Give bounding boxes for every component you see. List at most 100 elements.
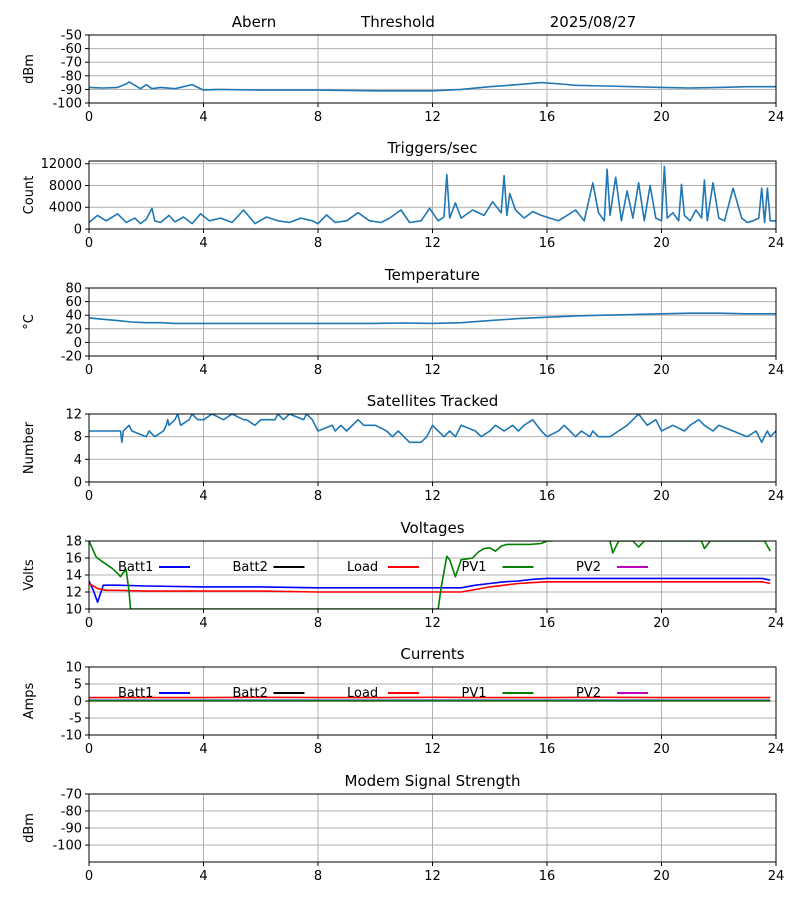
x-tick-label: 12 xyxy=(424,869,441,884)
y-tick-label: 80 xyxy=(65,282,82,297)
x-tick-label: 12 xyxy=(424,742,441,757)
x-tick-label: 4 xyxy=(199,363,207,378)
y-tick-label: -100 xyxy=(52,97,82,112)
y-tick-label: -70 xyxy=(61,788,82,803)
x-tick-label: 8 xyxy=(314,236,322,251)
y-tick-label: -20 xyxy=(61,350,82,365)
series-group xyxy=(89,414,776,444)
x-tick-label: 16 xyxy=(539,363,556,378)
x-tick-label: 4 xyxy=(199,236,207,251)
y-tick-label: 10 xyxy=(65,661,82,676)
y-tick-label: -80 xyxy=(61,805,82,820)
x-tick-label: 20 xyxy=(653,489,670,504)
header-station: Abern xyxy=(232,13,276,31)
series-line-pv1b xyxy=(609,541,771,554)
header: Abern Threshold 2025/08/27 xyxy=(232,13,636,31)
series-line-pv1 xyxy=(89,541,553,609)
series-group xyxy=(89,696,771,702)
y-tick-label: 0 xyxy=(74,223,82,238)
chart-panel-2: 0 4 8 12 16 20 24 0 4000 8000 12000 Triggers/sec Cou… xyxy=(22,139,784,251)
x-tick-label: 4 xyxy=(199,869,207,884)
y-axis-label: dBm xyxy=(22,813,37,843)
x-tick-label: 16 xyxy=(539,742,556,757)
y-tick-label: -80 xyxy=(61,69,82,84)
y-tick-label: 40 xyxy=(65,309,82,324)
chart-panel-5: 0 4 8 12 16 20 24 10 12 14 16 18 Voltages Volts xyxy=(22,519,784,631)
series-group xyxy=(89,81,776,92)
chart-title: Currents xyxy=(400,645,464,663)
x-tick-label: 4 xyxy=(199,742,207,757)
x-tick-label: 24 xyxy=(768,363,785,378)
x-tick-label: 0 xyxy=(85,489,93,504)
legend-label-batt1: Batt1 xyxy=(118,686,153,701)
legend-voltages: Batt1 Batt2 Load PV1 PV2 xyxy=(118,560,648,575)
x-tick-label: 20 xyxy=(653,363,670,378)
y-tick-label: 4 xyxy=(74,453,82,468)
y-tick-label: 0 xyxy=(74,476,82,491)
x-tick-label: 8 xyxy=(314,363,322,378)
x-tick-label: 4 xyxy=(199,489,207,504)
x-tick-label: 20 xyxy=(653,616,670,631)
series-line-1 xyxy=(89,165,776,225)
y-tick-label: -70 xyxy=(61,56,82,71)
y-tick-label: 8 xyxy=(74,430,82,445)
x-tick-label: 16 xyxy=(539,616,556,631)
y-axis-label: Count xyxy=(22,176,37,215)
chart-panel-4: 0 4 8 12 16 20 24 0 4 8 12 Satellites Tracked Number xyxy=(22,392,784,504)
x-tick-label: 16 xyxy=(539,236,556,251)
y-tick-label: -100 xyxy=(52,839,82,854)
y-axis-label: Amps xyxy=(22,682,37,719)
chart-title: Voltages xyxy=(400,519,464,537)
y-tick-label: 10 xyxy=(65,603,82,618)
x-tick-label: 16 xyxy=(539,869,556,884)
y-tick-label: 5 xyxy=(74,678,82,693)
x-tick-label: 16 xyxy=(539,489,556,504)
x-tick-label: 8 xyxy=(314,869,322,884)
x-tick-label: 0 xyxy=(85,110,93,125)
series-line-batt1 xyxy=(89,577,771,604)
legend-label-pv1: PV1 xyxy=(462,686,487,701)
y-axis-label: dBm xyxy=(22,54,37,84)
chart-title: Temperature xyxy=(384,266,480,284)
x-tick-label: 12 xyxy=(424,489,441,504)
legend-label-load: Load xyxy=(347,686,378,701)
y-tick-label: 18 xyxy=(65,535,82,550)
x-tick-label: 8 xyxy=(314,742,322,757)
series-group xyxy=(89,541,771,609)
series-line-1 xyxy=(89,81,776,92)
chart-title: Modem Signal Strength xyxy=(345,772,521,790)
series-line-load xyxy=(89,580,771,593)
y-tick-label: 60 xyxy=(65,295,82,310)
x-tick-label: 24 xyxy=(768,110,785,125)
x-tick-label: 4 xyxy=(199,110,207,125)
x-tick-label: 20 xyxy=(653,742,670,757)
y-tick-label: -60 xyxy=(61,42,82,57)
x-tick-label: 12 xyxy=(424,616,441,631)
x-tick-label: 8 xyxy=(314,616,322,631)
y-tick-label: 12000 xyxy=(41,157,82,172)
y-tick-label: -50 xyxy=(61,29,82,44)
x-tick-label: 8 xyxy=(314,110,322,125)
x-tick-label: 8 xyxy=(314,489,322,504)
header-mode: Threshold xyxy=(360,13,435,31)
series-line-1 xyxy=(89,414,776,444)
x-tick-label: 24 xyxy=(768,869,785,884)
y-tick-label: 0 xyxy=(74,695,82,710)
x-tick-label: 24 xyxy=(768,236,785,251)
chart-panel-7: 0 4 8 12 16 20 24 -100 -90 -80 -70 Modem Signal Str… xyxy=(22,772,784,884)
x-tick-label: 20 xyxy=(653,236,670,251)
y-tick-label: 20 xyxy=(65,322,82,337)
y-tick-label: 8000 xyxy=(49,179,82,194)
series-group xyxy=(89,312,776,325)
x-tick-label: 0 xyxy=(85,616,93,631)
y-tick-label: 12 xyxy=(65,408,82,423)
x-tick-label: 24 xyxy=(768,489,785,504)
y-tick-label: 0 xyxy=(74,336,82,351)
legend-label-pv2: PV2 xyxy=(576,560,601,575)
y-tick-label: 14 xyxy=(65,569,82,584)
x-tick-label: 12 xyxy=(424,110,441,125)
x-tick-label: 0 xyxy=(85,742,93,757)
y-axis-label: °C xyxy=(22,314,37,330)
